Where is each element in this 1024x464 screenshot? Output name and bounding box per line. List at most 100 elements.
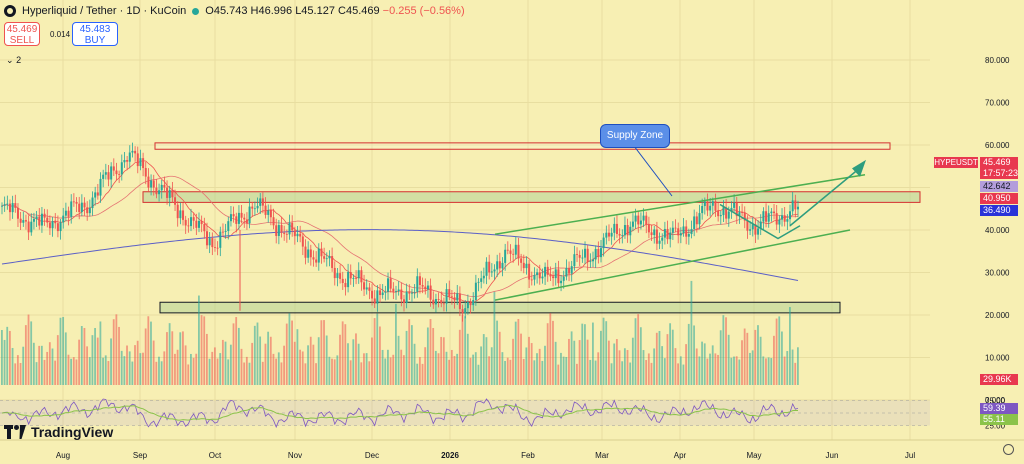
candle-body (224, 231, 227, 232)
candle-body (264, 205, 267, 215)
volume-bar (152, 340, 155, 385)
candle (40, 207, 43, 233)
candle-body (384, 291, 387, 293)
candle-body (155, 187, 158, 195)
volume-bar (610, 363, 613, 385)
candle (11, 195, 14, 219)
candle (743, 206, 746, 229)
volume-bar (573, 340, 576, 385)
candle-body (301, 236, 304, 247)
volume-bar (434, 350, 437, 385)
volume-bar (725, 317, 727, 385)
candle-body (232, 214, 235, 217)
volume-bar (38, 345, 41, 385)
volume-bar (623, 348, 626, 385)
volume-bar (448, 359, 451, 385)
volume-bar (469, 357, 472, 385)
candle (429, 278, 432, 307)
volume-bar (637, 314, 640, 385)
volume-bar (24, 325, 27, 385)
candle (179, 202, 182, 225)
axes: Aug Sep Oct Nov Dec 2026 Feb Mar Apr May Jun Jul 80.… (0, 56, 1024, 460)
symbol-title[interactable]: Hyperliquid / Tether · 1D · KuCoin (22, 5, 187, 17)
volume-bar (605, 321, 608, 385)
candle-body (51, 221, 54, 229)
candle (389, 269, 392, 293)
candle-body (1, 205, 3, 207)
candle (253, 201, 256, 216)
candle-body (482, 275, 485, 279)
candle-body (424, 286, 427, 290)
candle-body (448, 289, 451, 297)
candle (400, 282, 403, 307)
volume-bar (607, 340, 610, 385)
volume-bar (11, 347, 14, 385)
sell-button[interactable]: 45.469 SELL (4, 22, 40, 46)
volume-bar (381, 349, 384, 385)
candle-body (293, 230, 296, 237)
candle (211, 232, 214, 256)
volume-bar (139, 353, 142, 385)
candle (797, 200, 799, 218)
candle-body (450, 296, 453, 298)
candle-body (134, 150, 137, 154)
volume-bar (647, 353, 650, 385)
candle-body (163, 184, 166, 188)
x-tick-label: Apr (674, 451, 687, 460)
x-tick-label: May (746, 451, 761, 460)
supply-zone-callout[interactable]: Supply Zone (600, 124, 670, 148)
candle (599, 239, 602, 263)
candle-body (749, 229, 752, 231)
volume-bar (397, 335, 400, 385)
candle (448, 280, 451, 301)
candle-body (440, 299, 443, 304)
candle-body (373, 298, 376, 304)
candle (581, 249, 584, 263)
grid (0, 0, 930, 440)
candle-body (235, 216, 238, 224)
volume-bar (160, 361, 163, 385)
candle (131, 142, 134, 158)
candle-body (144, 168, 147, 177)
volume-bar (797, 347, 799, 385)
candle (152, 174, 155, 196)
candle (794, 194, 797, 218)
candle (706, 193, 709, 217)
candle-body (522, 262, 525, 269)
candle-body (631, 221, 634, 227)
volume-bar (701, 341, 703, 385)
volume-bar (320, 320, 323, 385)
candle-body (442, 303, 445, 305)
candle (30, 213, 33, 236)
volume-bar (120, 350, 123, 385)
candle-body (751, 224, 754, 230)
volume-bar (549, 313, 552, 385)
volume-bar (589, 359, 592, 385)
candle-body (490, 271, 493, 273)
candle-body (136, 153, 139, 167)
tradingview-logo[interactable]: TradingView (4, 424, 113, 440)
volume-bar (328, 356, 331, 385)
tradingview-wordmark: TradingView (31, 424, 114, 440)
buy-button[interactable]: 45.483 BUY (72, 22, 118, 46)
candle (722, 200, 725, 222)
volume-bar (14, 363, 17, 385)
volume-bar (677, 363, 680, 385)
candle-body (576, 254, 579, 256)
candle-body (647, 224, 650, 233)
volume-bar (730, 357, 733, 385)
indicators-toggle[interactable]: ⌄ 2 (6, 55, 21, 66)
volume-bar (592, 322, 594, 385)
candle-body (221, 231, 224, 233)
resistance-zone (154, 142, 891, 150)
ma-long-tag: 36.490 (980, 205, 1018, 216)
candle (533, 267, 536, 286)
volume-bar (211, 351, 214, 385)
candle (134, 146, 137, 162)
settings-gear-icon[interactable] (1003, 444, 1014, 455)
volume-bar (594, 360, 597, 385)
candle-body (733, 202, 736, 208)
candle (299, 225, 302, 243)
candle (248, 198, 251, 229)
